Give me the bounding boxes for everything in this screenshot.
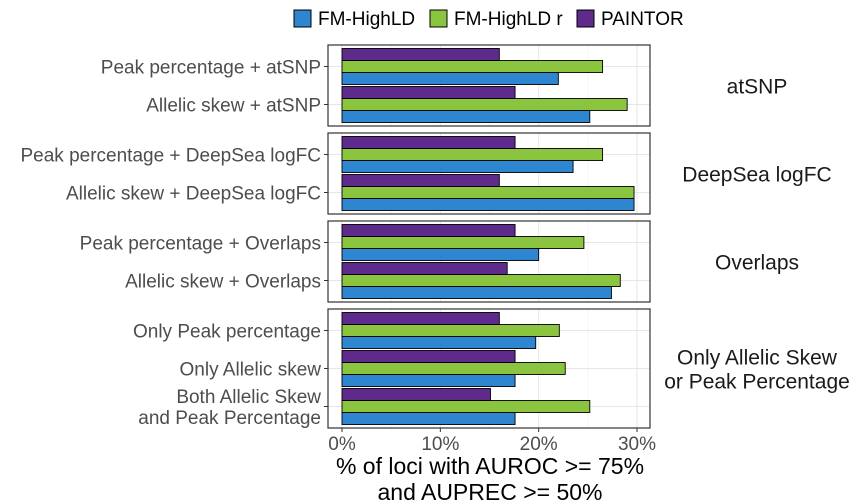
x-tick-label: 30% — [618, 434, 656, 455]
bar-both-allelic-skew-and-peak-percentage-fm-highld-r — [341, 400, 591, 413]
bar-allelic-skew-atsnp-fm-highld — [341, 110, 591, 123]
bar-allelic-skew-atsnp-paintor — [341, 86, 516, 99]
bar-peak-percentage-deepsea-logfc-fm-highld — [341, 160, 574, 173]
legend-swatch-fm-highld-r — [429, 9, 448, 28]
bar-peak-percentage-overlaps-fm-highld-r — [341, 236, 585, 249]
bar-only-peak-percentage-paintor — [341, 312, 500, 325]
bar-allelic-skew-overlaps-fm-highld-r — [341, 274, 621, 287]
bar-only-allelic-skew-fm-highld — [341, 374, 516, 387]
panel-frames — [327, 44, 651, 429]
bar-both-allelic-skew-and-peak-percentage-paintor — [341, 388, 491, 401]
bar-peak-percentage-overlaps-fm-highld — [341, 248, 540, 261]
x-tick-label: 0% — [328, 434, 356, 455]
bar-allelic-skew-atsnp-fm-highld-r — [341, 98, 628, 111]
bar-allelic-skew-deepsea-logfc-fm-highld-r — [341, 186, 635, 199]
bar-only-peak-percentage-fm-highld — [341, 336, 537, 349]
bar-allelic-skew-deepsea-logfc-paintor — [341, 174, 500, 187]
x-tick-label: 20% — [520, 434, 558, 455]
bar-peak-percentage-deepsea-logfc-fm-highld-r — [341, 148, 604, 161]
bar-only-allelic-skew-fm-highld-r — [341, 362, 566, 375]
category-label: Allelic skew + atSNP — [146, 96, 321, 117]
panel-border — [327, 220, 651, 303]
x-tick-label: 10% — [421, 434, 459, 455]
category-label: Both Allelic Skew and Peak Percentage — [138, 387, 321, 429]
legend-swatch-paintor — [576, 9, 595, 28]
bar-both-allelic-skew-and-peak-percentage-fm-highld — [341, 412, 516, 425]
category-label: Allelic skew + DeepSea logFC — [66, 184, 321, 205]
bar-peak-percentage-deepsea-logfc-paintor — [341, 136, 516, 149]
category-labels: Peak percentage + atSNP Allelic skew + at… — [20, 58, 328, 429]
category-label: Allelic skew + Overlaps — [125, 272, 321, 293]
facet-labels: atSNP DeepSea logFC Overlaps Only Allelic S… — [664, 76, 850, 394]
legend-label-fm-highld-r: FM-HighLD r — [454, 9, 563, 30]
x-axis: 0% 10% 20% 30% — [328, 428, 656, 455]
bar-allelic-skew-deepsea-logfc-fm-highld — [341, 198, 635, 211]
category-label: Only Allelic skew — [180, 360, 322, 381]
bar-only-allelic-skew-paintor — [341, 350, 516, 363]
facet-label: atSNP — [727, 76, 788, 99]
legend-swatch-fm-highld — [293, 9, 312, 28]
panel-border — [327, 44, 651, 127]
bars — [341, 48, 635, 425]
category-label: Only Peak percentage — [133, 322, 321, 343]
facet-label: Only Allelic Skew or Peak Percentage — [664, 347, 850, 394]
facet-label: DeepSea logFC — [682, 164, 831, 187]
x-axis-title: % of loci with AUROC >= 75% and AUPREC >=… — [336, 453, 644, 504]
legend-label-paintor: PAINTOR — [601, 9, 684, 30]
legend-label-fm-highld: FM-HighLD — [318, 9, 415, 30]
bar-only-peak-percentage-fm-highld-r — [341, 324, 560, 337]
category-label: Peak percentage + Overlaps — [80, 234, 321, 255]
panel-border — [327, 132, 651, 215]
bar-peak-percentage-atsnp-paintor — [341, 48, 500, 61]
bar-peak-percentage-overlaps-paintor — [341, 224, 516, 237]
category-label: Peak percentage + atSNP — [101, 58, 321, 79]
category-label: Peak percentage + DeepSea logFC — [20, 146, 321, 167]
bar-allelic-skew-overlaps-fm-highld — [341, 286, 612, 299]
facet-label: Overlaps — [715, 252, 799, 275]
bar-allelic-skew-overlaps-paintor — [341, 262, 508, 275]
bar-peak-percentage-atsnp-fm-highld-r — [341, 60, 604, 73]
legend: FM-HighLD FM-HighLD r PAINTOR — [293, 9, 684, 30]
bar-peak-percentage-atsnp-fm-highld — [341, 72, 559, 85]
